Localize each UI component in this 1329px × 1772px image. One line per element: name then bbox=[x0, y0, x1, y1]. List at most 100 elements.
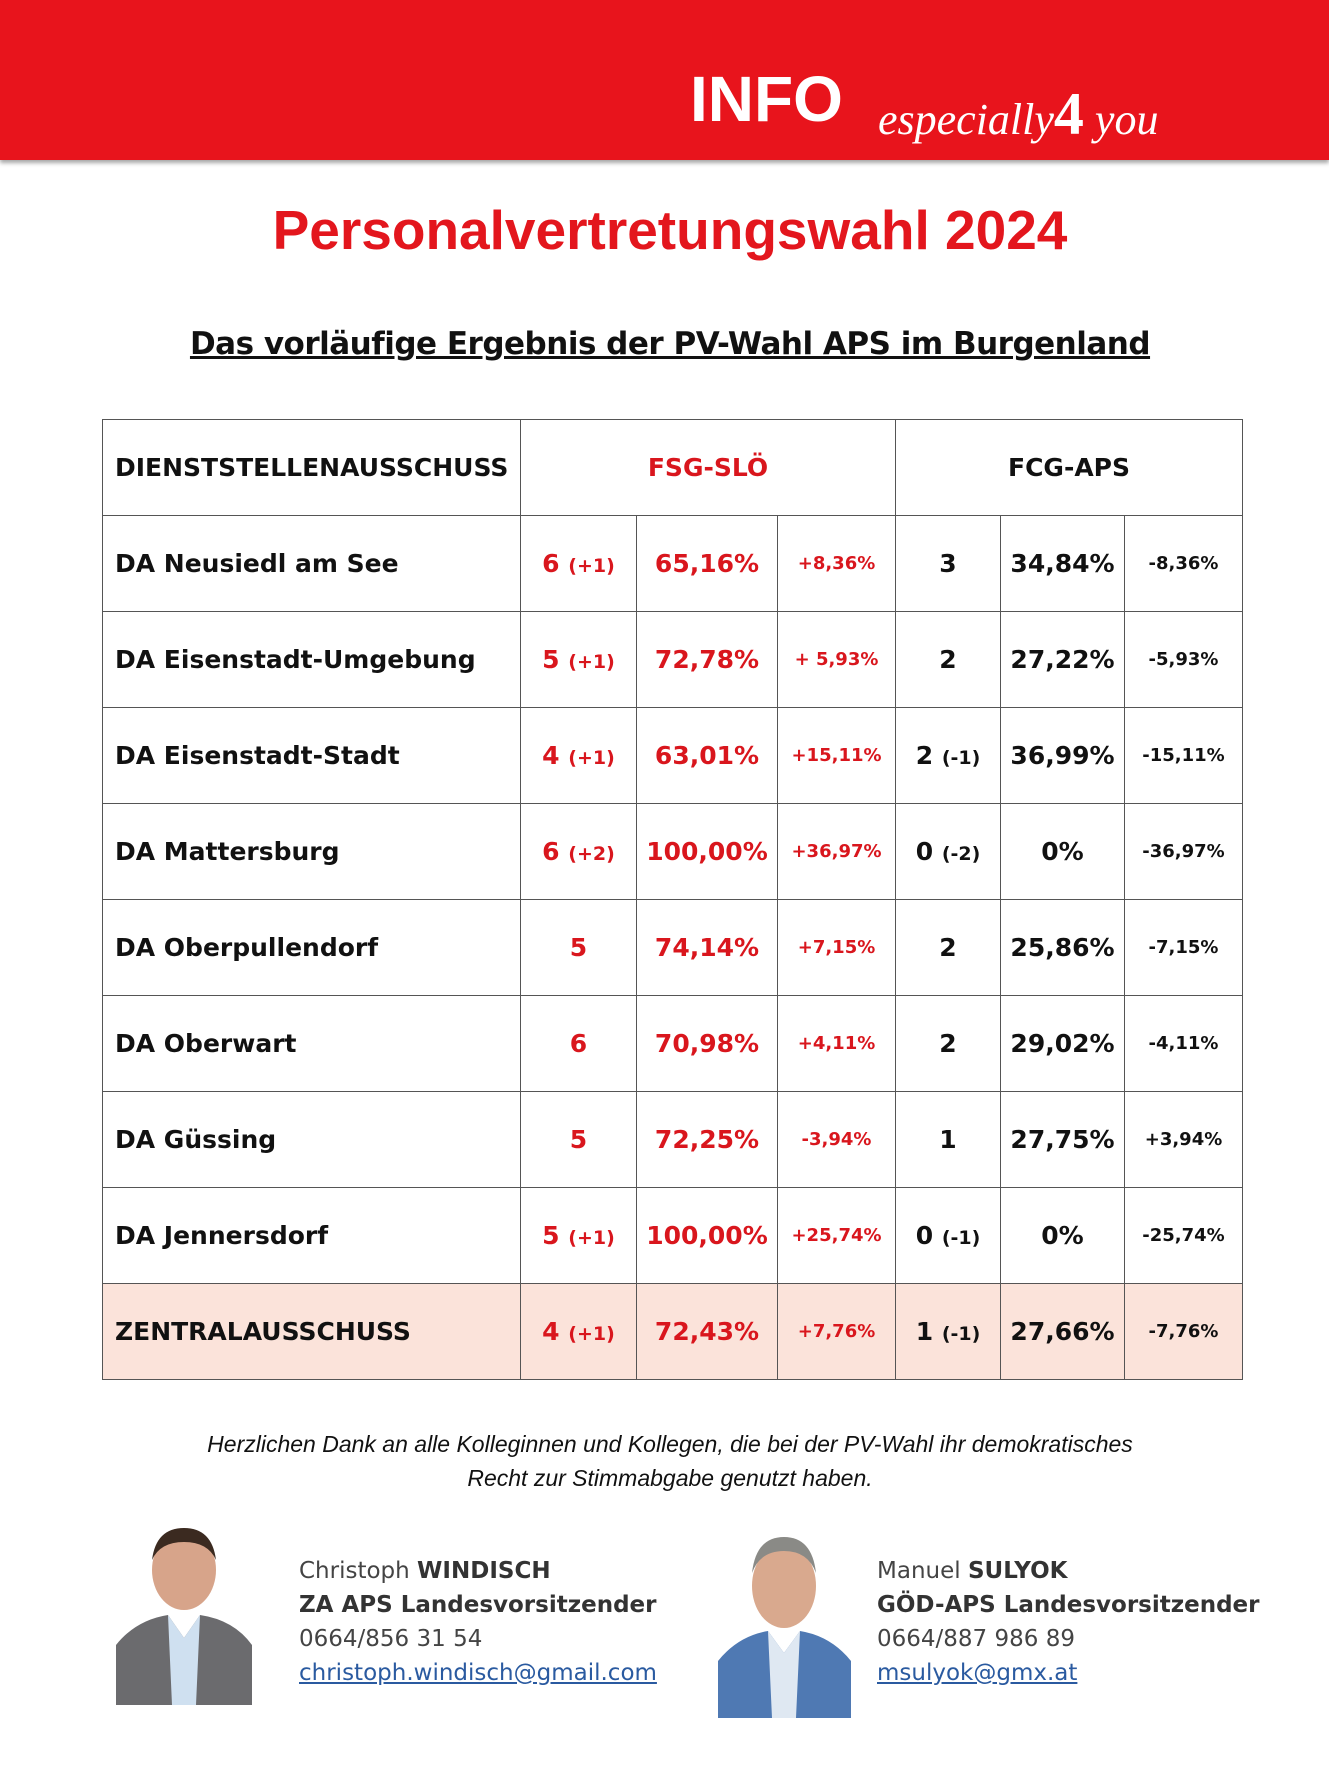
seats: 6 bbox=[542, 549, 560, 578]
role: ZA APS Landesvorsitzender bbox=[299, 1588, 657, 1622]
tagline-start: especially bbox=[878, 95, 1054, 144]
diff-cell: +7,15% bbox=[777, 899, 896, 996]
results-table: DIENSTSTELLENAUSSCHUSS FSG-SLÖ FCG-APS D… bbox=[102, 419, 1243, 1380]
seats-cell: 2 bbox=[895, 899, 1001, 996]
table-row: DA Eisenstadt-Stadt 4 (+1) 63,01% +15,11% 2 … bbox=[102, 707, 1243, 804]
percent-cell: 100,00% bbox=[636, 803, 778, 900]
seats-cell: 1 (-1) bbox=[895, 1283, 1001, 1380]
name-cell: DA Güssing bbox=[102, 1091, 521, 1188]
seats: 5 bbox=[569, 933, 588, 962]
percent-cell: 65,16% bbox=[636, 515, 778, 612]
seats: 4 bbox=[542, 1317, 560, 1346]
percent-cell: 36,99% bbox=[1000, 707, 1125, 804]
column-header: FSG-SLÖ bbox=[520, 419, 896, 516]
seat-change: (-1) bbox=[941, 747, 981, 769]
table-row: DA Oberwart 6 70,98% +4,11% 2 29,02% -4,11% bbox=[102, 995, 1243, 1092]
percent-cell: 74,14% bbox=[636, 899, 778, 996]
name-cell: DA Jennersdorf bbox=[102, 1187, 521, 1284]
diff-cell: +3,94% bbox=[1124, 1091, 1243, 1188]
brand: INFO bbox=[690, 63, 843, 135]
percent-cell: 27,22% bbox=[1000, 611, 1125, 708]
seats: 1 bbox=[915, 1317, 934, 1346]
percent-cell: 34,84% bbox=[1000, 515, 1125, 612]
seats-cell: 5 bbox=[520, 899, 637, 996]
seats-cell: 5 bbox=[520, 1091, 637, 1188]
seats-cell: 6 (+1) bbox=[520, 515, 637, 612]
seats-cell: 1 bbox=[895, 1091, 1001, 1188]
percent-cell: 29,02% bbox=[1000, 995, 1125, 1092]
diff-cell: + 5,93% bbox=[777, 611, 896, 708]
percent-cell: 27,66% bbox=[1000, 1283, 1125, 1380]
percent-cell: 72,78% bbox=[636, 611, 778, 708]
contact: Christoph WINDISCH ZA APS Landesvorsitze… bbox=[299, 1554, 657, 1690]
table-row: DA Mattersburg 6 (+2) 100,00% +36,97% 0 (-2)… bbox=[102, 803, 1243, 900]
percent-cell: 100,00% bbox=[636, 1187, 778, 1284]
column-header: FCG-APS bbox=[895, 419, 1243, 516]
diff-cell: +36,97% bbox=[777, 803, 896, 900]
role-text: ZA APS Landesvorsitzender bbox=[299, 1592, 657, 1618]
seats: 5 bbox=[542, 1221, 560, 1250]
diff-cell: +8,36% bbox=[777, 515, 896, 612]
contact: Manuel SULYOK GÖD-APS Landesvorsitzender… bbox=[877, 1554, 1260, 1690]
diff-cell: -15,11% bbox=[1124, 707, 1243, 804]
thanks-line: Herzlichen Dank an alle Kolleginnen und … bbox=[207, 1431, 1133, 1457]
seats: 2 bbox=[939, 1029, 957, 1058]
diff-cell: -4,11% bbox=[1124, 995, 1243, 1092]
email[interactable]: christoph.windisch@gmail.com bbox=[299, 1660, 657, 1686]
tagline-end: you bbox=[1094, 95, 1159, 144]
column-header: DIENSTSTELLENAUSSCHUSS bbox=[102, 419, 521, 516]
percent-cell: 0% bbox=[1000, 803, 1125, 900]
seat-change: (-2) bbox=[941, 843, 981, 865]
diff-cell: +25,74% bbox=[777, 1187, 896, 1284]
first-name: Manuel bbox=[877, 1558, 961, 1584]
seats-cell: 5 (+1) bbox=[520, 1187, 637, 1284]
seats-cell: 0 (-2) bbox=[895, 803, 1001, 900]
seats-cell: 4 (+1) bbox=[520, 1283, 637, 1380]
diff-cell: -7,76% bbox=[1124, 1283, 1243, 1380]
seats: 0 bbox=[915, 1221, 934, 1250]
name-cell: ZENTRALAUSSCHUSS bbox=[102, 1283, 521, 1380]
email[interactable]: msulyok@gmx.at bbox=[877, 1660, 1078, 1686]
contact-name: Christoph WINDISCH bbox=[299, 1554, 657, 1588]
diff-cell: +7,76% bbox=[777, 1283, 896, 1380]
seats-cell: 5 (+1) bbox=[520, 611, 637, 708]
seats-cell: 2 (-1) bbox=[895, 707, 1001, 804]
diff-cell: -5,93% bbox=[1124, 611, 1243, 708]
seats-cell: 6 (+2) bbox=[520, 803, 637, 900]
percent-cell: 72,43% bbox=[636, 1283, 778, 1380]
diff-cell: -3,94% bbox=[777, 1091, 896, 1188]
seats: 2 bbox=[939, 933, 957, 962]
table-row: DA Jennersdorf 5 (+1) 100,00% +25,74% 0 (-1)… bbox=[102, 1187, 1243, 1284]
percent-cell: 70,98% bbox=[636, 995, 778, 1092]
seat-change: (+2) bbox=[568, 843, 615, 865]
contact-name: Manuel SULYOK bbox=[877, 1554, 1260, 1588]
name-cell: DA Neusiedl am See bbox=[102, 515, 521, 612]
seats: 2 bbox=[915, 741, 934, 770]
percent-cell: 0% bbox=[1000, 1187, 1125, 1284]
last-name: SULYOK bbox=[967, 1558, 1068, 1584]
diff-cell: -25,74% bbox=[1124, 1187, 1243, 1284]
diff-cell: -36,97% bbox=[1124, 803, 1243, 900]
thanks: Herzlichen Dank an alle Kolleginnen und … bbox=[0, 1427, 1329, 1495]
photo bbox=[116, 1520, 252, 1705]
name-cell: DA Eisenstadt-Umgebung bbox=[102, 611, 521, 708]
diff-cell: +4,11% bbox=[777, 995, 896, 1092]
seats-cell: 2 bbox=[895, 995, 1001, 1092]
diff-cell: -8,36% bbox=[1124, 515, 1243, 612]
name-cell: DA Mattersburg bbox=[102, 803, 521, 900]
first-name: Christoph bbox=[299, 1558, 410, 1584]
seats-cell: 2 bbox=[895, 611, 1001, 708]
seat-change: (-1) bbox=[941, 1227, 981, 1249]
table-row: DA Oberpullendorf 5 74,14% +7,15% 2 25,86% -7,… bbox=[102, 899, 1243, 996]
seat-change: (+1) bbox=[568, 1227, 615, 1249]
name-cell: DA Oberwart bbox=[102, 995, 521, 1092]
phone: 0664/887 986 89 bbox=[877, 1626, 1075, 1652]
seats: 3 bbox=[939, 549, 957, 578]
phone: 0664/856 31 54 bbox=[299, 1626, 483, 1652]
percent-cell: 72,25% bbox=[636, 1091, 778, 1188]
seats: 1 bbox=[939, 1125, 957, 1154]
seats: 2 bbox=[939, 645, 957, 674]
title: Personalvertretungswahl 2024 bbox=[272, 199, 1068, 261]
percent-cell: 25,86% bbox=[1000, 899, 1125, 996]
last-name: WINDISCH bbox=[417, 1558, 551, 1584]
